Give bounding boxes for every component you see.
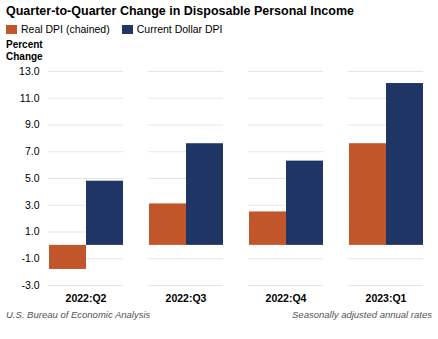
svg-text:-1.0: -1.0 [21, 252, 39, 264]
svg-text:5.0: 5.0 [25, 172, 40, 184]
svg-text:2023:Q1: 2023:Q1 [366, 292, 407, 304]
html-text:Percent Change: Percent Change [6, 39, 43, 62]
svg-text:3.0: 3.0 [25, 199, 40, 211]
svg-text:11.0: 11.0 [20, 92, 40, 104]
html-text:U.S. Bureau of Economic Analys: U.S. Bureau of Economic Analysis [6, 309, 151, 320]
svg-text:9.0: 9.0 [25, 118, 40, 130]
svg-text:2022:Q2: 2022:Q2 [66, 292, 107, 304]
html-text:Seasonally adjusted annual rat: Seasonally adjusted annual rates [292, 309, 432, 320]
html-text:Current Dollar DPI: Current Dollar DPI [136, 23, 223, 35]
svg-text:7.0: 7.0 [25, 145, 40, 157]
html-text:Real DPI (chained): Real DPI (chained) [21, 23, 110, 35]
html-text:Quarter-to-Quarter Change in D: Quarter-to-Quarter Change in Disposable … [6, 4, 354, 18]
svg-text:1.0: 1.0 [25, 225, 40, 237]
svg-text:-3.0: -3.0 [21, 279, 39, 291]
svg-text:13.0: 13.0 [19, 65, 40, 77]
svg-text:2022:Q3: 2022:Q3 [166, 292, 207, 304]
svg-text:2022:Q4: 2022:Q4 [266, 292, 307, 304]
